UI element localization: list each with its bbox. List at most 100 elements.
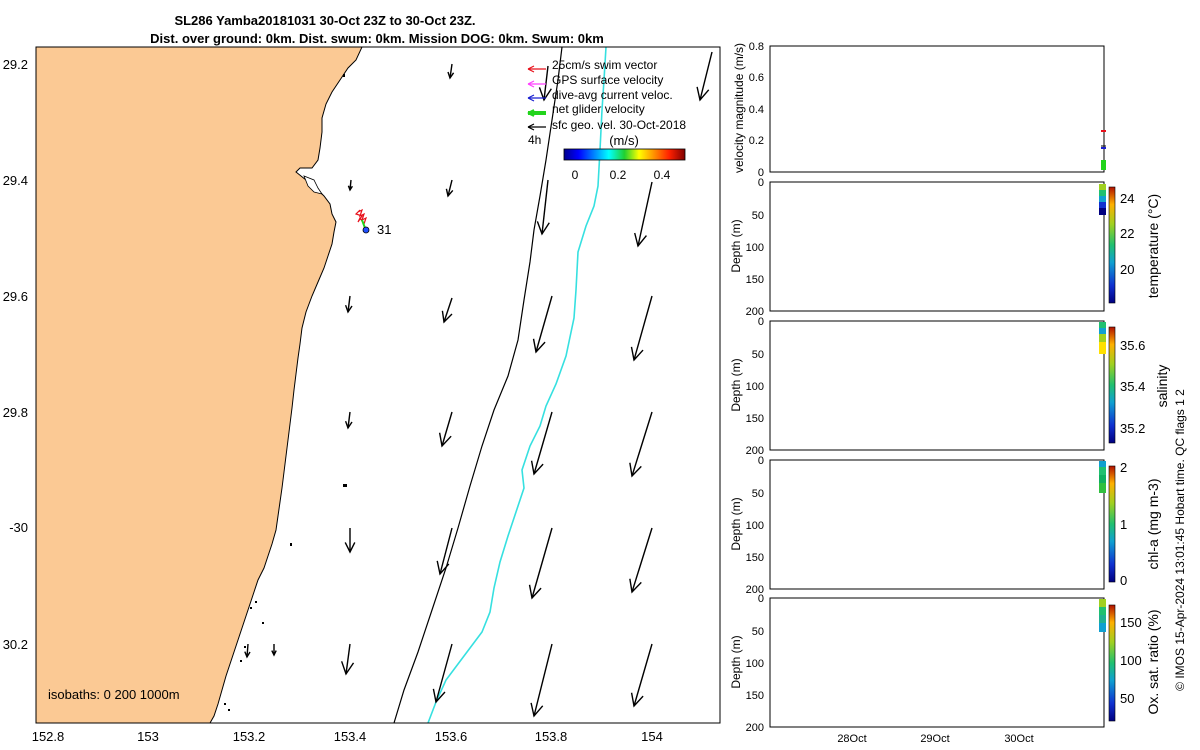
legend-entry-gps: GPS surface velocity [552,73,663,87]
time-x-ticks: 28Oct 29Oct 30Oct [837,733,1033,745]
velocity-panel: velocity magnitude (m/s) 0.8 0.6 0.4 0.2… [732,41,1106,179]
y-tick-label: 50 [752,349,764,361]
temperature-profile [1099,184,1106,215]
panel-ylabel: Depth (m) [729,219,743,272]
y-tick-label: 150 [746,552,764,564]
colorbar-tick: 35.4 [1120,379,1145,394]
oxygen-panel: Depth (m) 0 50 100 150 200 150 100 50 Ox… [729,593,1161,734]
chlorophyll-colorbar [1108,465,1116,583]
y-tick-label: 0.8 [749,41,764,53]
colorbar-tick: 2 [1120,460,1127,475]
chlorophyll-panel: Depth (m) 0 50 100 150 200 2 1 0 chl-a (… [729,455,1161,596]
colorbar-tick: 20 [1120,262,1134,277]
glider-day-label: 31 [377,222,391,237]
legend-entry-geo: sfc geo. vel. 30-Oct-2018 [552,118,686,132]
panel-ylabel: Depth (m) [729,497,743,550]
y-tick-label: 0 [758,593,764,605]
y-tick-label: 30.2 [3,637,28,652]
credit-text: © IMOS 15-Apr-2024 13:01:45 Hobart time.… [1173,389,1187,691]
x-tick-label: 153 [137,729,159,744]
legend-entry-net: net glider velocity [552,102,645,116]
y-tick-label: 150 [746,413,764,425]
colorbar-tick: 150 [1120,615,1142,630]
x-tick-label: 153.2 [233,729,266,744]
velocity-point [1101,160,1106,170]
y-tick-label: 0 [758,455,764,467]
oxygen-profile [1099,599,1106,632]
y-tick-label: 0 [758,177,764,189]
geostrophic-velocity-arrow [630,643,653,708]
y-tick-label: 29.8 [3,405,28,420]
legend-entry-dive: dive-avg current veloc. [552,88,673,102]
velocity-arrow-field [244,51,713,718]
y-tick-label: 150 [746,690,764,702]
panel-ylabel: Depth (m) [729,635,743,688]
temperature-colorbar [1108,186,1116,304]
geostrophic-velocity-arrow [629,527,653,594]
x-tick-label: 30Oct [1004,733,1033,745]
geostrophic-velocity-arrow [347,179,353,192]
y-tick-label: 50 [752,488,764,500]
cyan-contour [427,47,607,723]
y-tick-label: 100 [746,658,764,670]
colorbar-label: (m/s) [609,133,639,148]
y-tick-label: -30 [9,520,28,535]
geostrophic-velocity-arrow [344,295,353,314]
colorbar-tick: 1 [1120,517,1127,532]
x-tick-label: 28Oct [837,733,866,745]
colorbar-tick: 0 [1120,573,1127,588]
geostrophic-velocity-arrow [536,179,550,236]
chlorophyll-profile [1099,461,1106,493]
map-legend: 25cm/s swim vector GPS surface velocity … [527,58,686,182]
x-tick-label: 152.8 [32,729,65,744]
geostrophic-velocity-arrow [538,65,552,102]
geostrophic-velocity-arrow [445,179,454,198]
colorbar-tick: 35.2 [1120,421,1145,436]
x-tick-label: 153.4 [334,729,367,744]
isobaths-label: isobaths: 0 200 1000m [48,687,180,702]
geostrophic-velocity-arrow [436,527,453,576]
y-tick-label: 0.4 [749,104,764,116]
map-y-ticks: 29.2 29.4 29.6 29.8 -30 30.2 [3,57,28,652]
y-tick-label: 200 [746,584,764,596]
geostrophic-velocity-arrow [441,297,453,324]
colorbar-tick: 22 [1120,226,1134,241]
geostrophic-velocity-arrow [532,295,553,354]
geostrophic-velocity-arrow [629,411,653,478]
glider-position-marker [362,226,370,234]
geostrophic-velocity-arrow [530,643,553,718]
salinity-profile [1099,322,1106,354]
geostrophic-velocity-arrow [244,643,251,659]
oxygen-colorbar [1108,604,1116,722]
y-tick-label: 200 [746,722,764,734]
geostrophic-velocity-arrow [634,181,653,248]
chart-title-line1: SL286 Yamba20181031 30-Oct 23Z to 30-Oct… [174,13,475,28]
colorbar-tick: 0.4 [654,168,671,182]
geostrophic-velocity-arrow [438,411,453,448]
colorbar-tick: 100 [1120,653,1142,668]
map-x-ticks: 152.8 153 153.2 153.4 153.6 153.8 154 [32,729,663,744]
legend-entry-swim: 25cm/s swim vector [552,58,657,72]
y-tick-label: 100 [746,242,764,254]
y-tick-label: 150 [746,274,764,286]
geostrophic-velocity-arrow [528,527,553,600]
geostrophic-velocity-arrow [432,643,453,704]
map-panel: 31 25cm/s swim vector GPS surface veloci… [3,46,721,744]
y-tick-label: 0 [758,316,764,328]
colorbar-tick: 50 [1120,691,1134,706]
geostrophic-velocity-arrow [696,51,713,102]
geostrophic-velocity-arrow [447,63,455,80]
isobath-200m [393,47,563,723]
geostrophic-velocity-arrow [344,528,356,554]
panel-ylabel: Depth (m) [729,358,743,411]
y-tick-label: 0.2 [749,135,764,147]
colorbar-label: chl-a (mg m-3) [1145,478,1161,569]
geostrophic-velocity-arrow [271,644,277,657]
salinity-panel: Depth (m) 0 50 100 150 200 35.6 35.4 35.… [729,316,1170,457]
panel-ylabel: velocity magnitude (m/s) [732,43,746,173]
colorbar-tick: 0.2 [610,168,627,182]
geostrophic-velocity-arrow [630,295,653,362]
y-tick-label: 200 [746,445,764,457]
salinity-colorbar [1108,326,1116,444]
